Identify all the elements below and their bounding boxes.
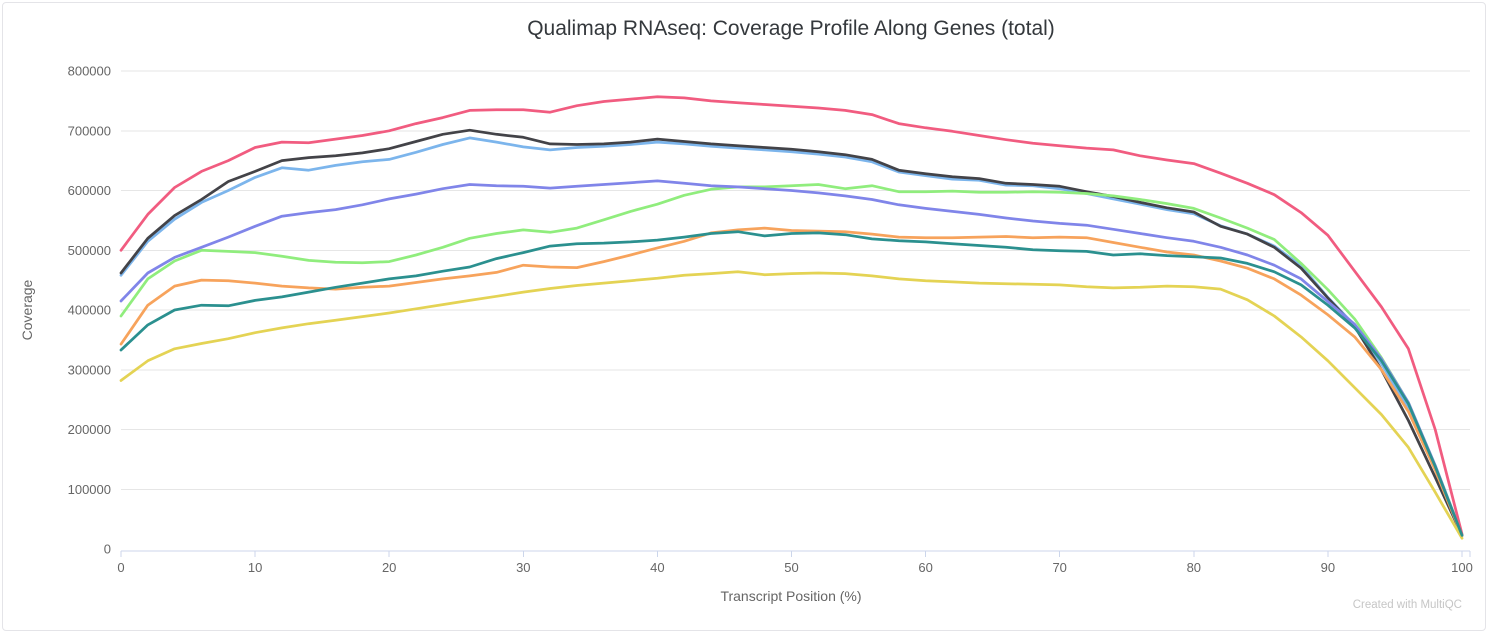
y-tick-label: 500000: [68, 243, 111, 258]
x-axis-title: Transcript Position (%): [720, 588, 861, 604]
x-tick-label: 60: [918, 560, 932, 575]
x-tick-label: 10: [248, 560, 262, 575]
x-tick-label: 90: [1321, 560, 1335, 575]
y-axis-title: Coverage: [19, 279, 35, 340]
gridlines: [121, 70, 1470, 490]
x-tick-label: 100: [1451, 560, 1473, 575]
y-tick-label: 100000: [68, 482, 111, 497]
x-tick-label: 30: [516, 560, 530, 575]
series-group[interactable]: [119, 95, 1464, 540]
x-tick-label: 50: [784, 560, 798, 575]
y-tick-label: 600000: [68, 183, 111, 198]
y-tick-label: 300000: [68, 362, 111, 377]
y-tick-label: 0: [104, 542, 111, 557]
y-tick-label: 200000: [68, 422, 111, 437]
x-tick-label: 0: [117, 560, 124, 575]
series-line-series-6[interactable]: [119, 95, 1464, 536]
x-tick-label: 20: [382, 560, 396, 575]
multiqc-watermark: Created with MultiQC: [1353, 599, 1462, 611]
y-tick-label: 800000: [68, 64, 111, 79]
y-tick-label: 400000: [68, 303, 111, 318]
x-tick-label: 80: [1187, 560, 1201, 575]
y-tick-label: 700000: [68, 123, 111, 138]
tick-labels: 0100000200000300000400000500000600000700…: [68, 64, 1473, 576]
series-line-series-1[interactable]: [119, 136, 1464, 537]
x-tick-label: 70: [1052, 560, 1066, 575]
series-line-series-8[interactable]: [119, 230, 1464, 537]
series-line-series-7[interactable]: [119, 270, 1464, 540]
axes: [120, 550, 1471, 557]
x-tick-label: 40: [650, 560, 664, 575]
series-line-series-4[interactable]: [119, 226, 1464, 538]
series-line-series-3[interactable]: [119, 183, 1464, 537]
chart-title: Qualimap RNAseq: Coverage Profile Along …: [527, 17, 1055, 40]
series-line-series-2[interactable]: [119, 128, 1464, 537]
series-line-series-5[interactable]: [119, 179, 1464, 537]
